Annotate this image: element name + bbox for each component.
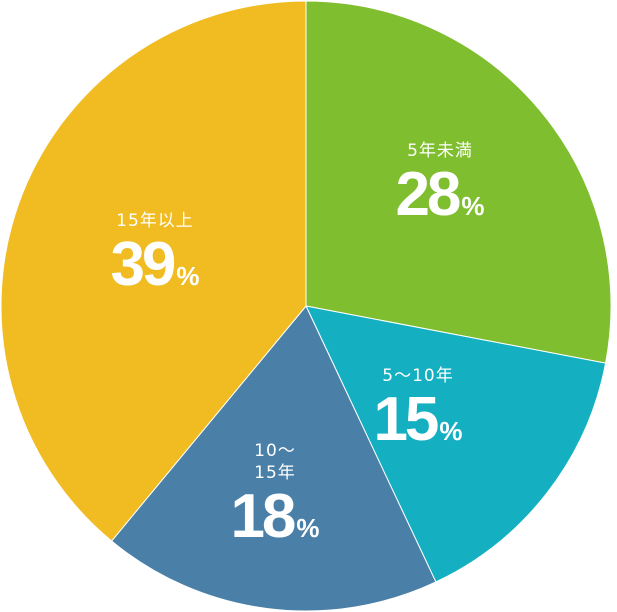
value-number: 15 <box>373 385 439 454</box>
pie-slice <box>0 0 307 542</box>
percent-sign: % <box>176 261 200 291</box>
percent-sign: % <box>296 513 320 543</box>
slice-value: 18% <box>230 484 319 561</box>
pie-slice <box>305 305 607 583</box>
slice-label: 5年未満 28% <box>395 140 484 239</box>
slice-category: 15年以上 <box>116 211 194 231</box>
slice-label: 5〜10年 15% <box>373 365 462 464</box>
pie-slice <box>305 0 612 364</box>
slice-label: 10〜 15年 18% <box>230 440 319 561</box>
slice-label: 15年以上 39% <box>110 210 199 309</box>
slice-value: 15% <box>373 387 462 464</box>
slice-value: 39% <box>110 232 199 309</box>
value-number: 28 <box>395 160 461 229</box>
slice-category: 5年未満 <box>407 141 473 161</box>
percent-sign: % <box>461 191 485 221</box>
value-number: 18 <box>230 482 296 551</box>
slice-category: 10〜 15年 <box>254 441 296 483</box>
percent-sign: % <box>439 416 463 446</box>
slice-value: 28% <box>395 162 484 239</box>
value-number: 39 <box>110 230 176 299</box>
slice-category: 5〜10年 <box>382 366 454 386</box>
pie-slice <box>110 305 437 612</box>
